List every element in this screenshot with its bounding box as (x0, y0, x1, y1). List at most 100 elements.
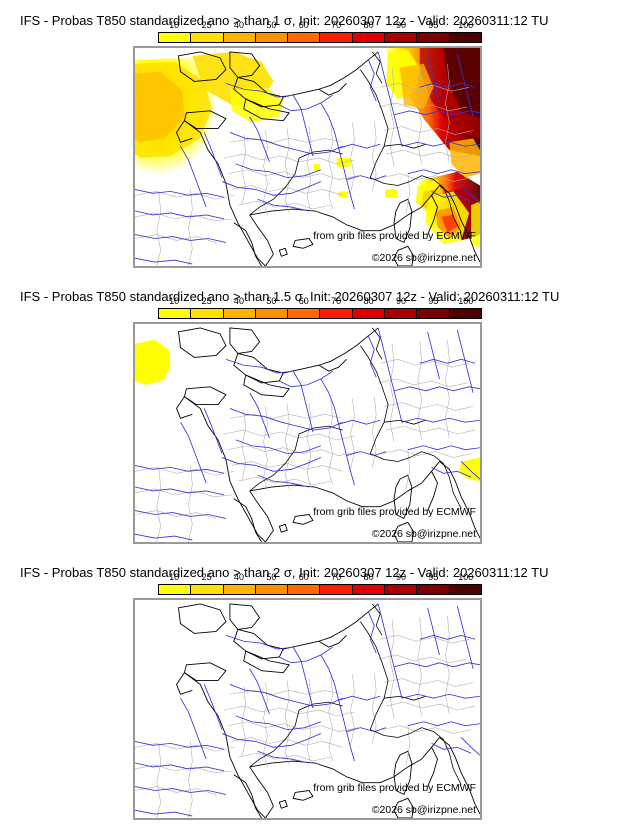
colorbar-tick-10: 10 (169, 296, 180, 306)
colorbar-gradient-3 (158, 584, 482, 595)
colorbar-tick-70: 70 (331, 20, 342, 30)
page-title: IFS - Probas T850 standardized ano > tha… (20, 13, 549, 28)
colorbar-segment-80 (352, 309, 386, 318)
colorbar-tick-90: 90 (395, 296, 407, 306)
colorbar-segment-60 (288, 585, 321, 594)
probability-map-panel-2: IFS - Probas T850 standardized ano > tha… (0, 276, 630, 552)
colorbar-tick-60: 60 (298, 572, 309, 582)
coastline-layer (176, 51, 480, 266)
colorbar-segment-25 (191, 309, 224, 318)
map-graphic-1 (135, 48, 480, 266)
credit-copyright: ©2026 sb@irizpne.net (371, 528, 476, 540)
credit-copyright: ©2026 sb@irizpne.net (371, 804, 476, 816)
colorbar-tick-80: 80 (363, 572, 374, 582)
colorbar-segment-80 (352, 33, 386, 42)
colorbar-tick-90: 90 (395, 572, 407, 582)
colorbar-tick-95: 95 (428, 20, 439, 30)
colorbar-3: 10 25 40 50 60 70 80 90 95 100 (158, 572, 482, 598)
colorbar-tick-10: 10 (169, 572, 180, 582)
colorbar-segment-60 (288, 309, 321, 318)
national-borders-layer (249, 603, 462, 785)
map-canvas-1[interactable]: from grib files provided by ECMWF ©2026 … (133, 46, 482, 268)
colorbar-tick-60: 60 (298, 20, 309, 30)
panel-header-1: IFS - Probas T850 standardized ano > tha… (0, 0, 630, 46)
colorbar-segment-90 (385, 585, 418, 594)
colorbar-segment-100 (449, 309, 481, 318)
colorbar-tick-25: 25 (201, 296, 212, 306)
colorbar-tick-50: 50 (266, 20, 277, 30)
colorbar-tick-labels-3: 10 25 40 50 60 70 80 90 95 100 (158, 572, 482, 583)
colorbar-segment-70 (320, 309, 353, 318)
credit-source: from grib files provided by ECMWF (313, 230, 476, 242)
page-title: IFS - Probas T850 standardized ano > tha… (20, 289, 560, 304)
map-canvas-3[interactable]: from grib files provided by ECMWF ©2026 … (133, 598, 482, 820)
data-field-atlantic (135, 51, 284, 178)
colorbar-segment-70 (320, 585, 353, 594)
data-field-france-patches (313, 157, 397, 198)
data-field-adriatic (425, 138, 480, 249)
colorbar-segment-95 (417, 33, 450, 42)
colorbar-tick-100: 100 (458, 20, 474, 30)
colorbar-tick-50: 50 (266, 572, 277, 582)
probability-map-panel-3: IFS - Probas T850 standardized ano > tha… (0, 552, 630, 828)
colorbar-tick-40: 40 (233, 296, 245, 306)
probability-map-panel-1: IFS - Probas T850 standardized ano > tha… (0, 0, 630, 276)
colorbar-segment-40 (223, 33, 256, 42)
national-borders-layer (249, 327, 462, 509)
credit-source: from grib files provided by ECMWF (313, 782, 476, 794)
colorbar-segment-70 (320, 33, 353, 42)
colorbar-tick-25: 25 (201, 572, 212, 582)
colorbar-segment-90 (385, 33, 418, 42)
rivers-layer (135, 327, 480, 541)
colorbar-segment-10 (159, 585, 192, 594)
colorbar-segment-25 (191, 585, 224, 594)
colorbar-tick-80: 80 (363, 296, 374, 306)
coastline-layer (176, 603, 480, 818)
map-graphic-3 (135, 603, 480, 818)
map-canvas-2[interactable]: from grib files provided by ECMWF ©2026 … (133, 322, 482, 544)
coastline-layer (176, 327, 480, 542)
colorbar-1: 10 25 40 50 60 70 80 90 95 100 (158, 20, 482, 46)
colorbar-tick-40: 40 (233, 20, 245, 30)
colorbar-tick-60: 60 (298, 296, 309, 306)
colorbar-tick-95: 95 (428, 296, 439, 306)
colorbar-segment-50 (255, 309, 289, 318)
admin-borders-layer (135, 339, 476, 542)
colorbar-segment-95 (417, 585, 450, 594)
colorbar-tick-25: 25 (201, 20, 212, 30)
credit-copyright: ©2026 sb@irizpne.net (371, 252, 476, 264)
colorbar-2: 10 25 40 50 60 70 80 90 95 100 (158, 296, 482, 322)
colorbar-tick-70: 70 (331, 296, 342, 306)
colorbar-segment-90 (385, 309, 418, 318)
credit-source: from grib files provided by ECMWF (313, 506, 476, 518)
colorbar-segment-10 (159, 309, 192, 318)
colorbar-tick-100: 100 (458, 296, 474, 306)
colorbar-tick-90: 90 (395, 20, 407, 30)
colorbar-tick-70: 70 (331, 572, 342, 582)
panel-header-2: IFS - Probas T850 standardized ano > tha… (0, 276, 630, 322)
colorbar-tick-100: 100 (458, 572, 474, 582)
colorbar-segment-50 (255, 33, 289, 42)
colorbar-segment-60 (288, 33, 321, 42)
colorbar-segment-40 (223, 309, 256, 318)
page-title: IFS - Probas T850 standardized ano > tha… (20, 565, 549, 580)
colorbar-tick-40: 40 (233, 572, 245, 582)
colorbar-segment-10 (159, 33, 192, 42)
colorbar-tick-labels-1: 10 25 40 50 60 70 80 90 95 100 (158, 20, 482, 31)
colorbar-segment-25 (191, 33, 224, 42)
colorbar-segment-95 (417, 309, 450, 318)
data-field-atlantic (135, 339, 171, 385)
rivers-layer (135, 603, 480, 817)
colorbar-tick-95: 95 (428, 572, 439, 582)
colorbar-tick-labels-2: 10 25 40 50 60 70 80 90 95 100 (158, 296, 482, 307)
colorbar-gradient-1 (158, 32, 482, 43)
colorbar-tick-10: 10 (169, 20, 180, 30)
admin-borders-layer (135, 63, 476, 266)
map-graphic-2 (135, 327, 480, 542)
colorbar-segment-50 (255, 585, 289, 594)
colorbar-segment-100 (449, 33, 481, 42)
panel-header-3: IFS - Probas T850 standardized ano > tha… (0, 552, 630, 598)
national-borders-layer (249, 51, 462, 233)
colorbar-segment-40 (223, 585, 256, 594)
colorbar-segment-100 (449, 585, 481, 594)
